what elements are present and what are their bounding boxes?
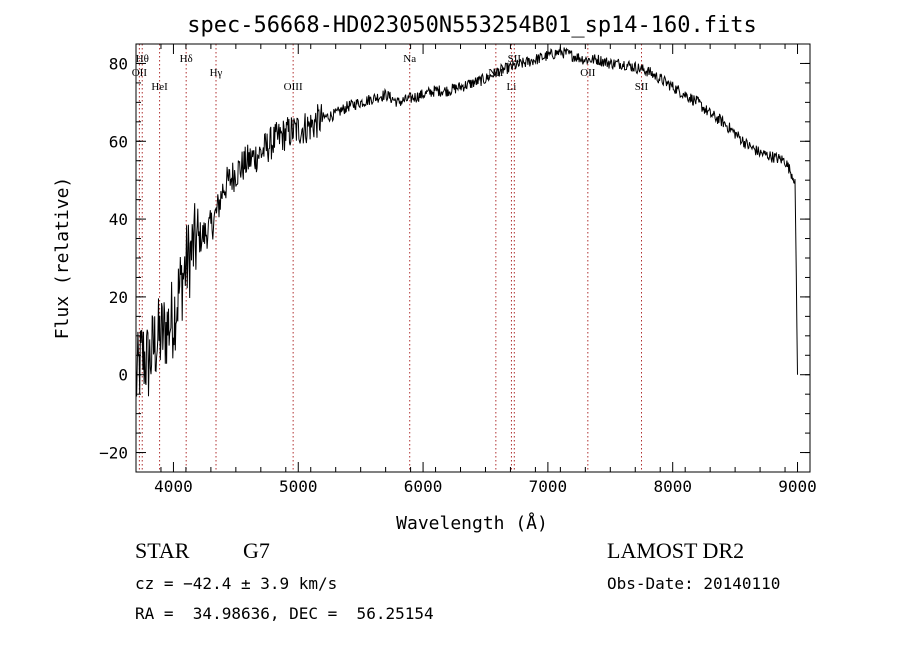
line-label: Na [403,53,416,65]
survey-name: LAMOST DR2 [607,538,745,563]
x-tick-label: 5000 [279,477,318,496]
object-class: STAR [135,538,190,563]
x-axis: 4000 5000 6000 7000 8000 9000 [135,44,817,496]
redshift-readout: cz = −42.4 ± 3.9 km/s [135,574,338,593]
y-tick-label: 40 [109,210,128,229]
y-axis: −20 0 20 40 60 80 [99,43,810,473]
line-label: OII [580,67,596,79]
line-label: OIII [284,81,303,93]
x-tick-label: 9000 [778,477,817,496]
y-tick-label: −20 [99,444,128,463]
coordinates: RA = 34.98636, DEC = 56.25154 [135,604,434,623]
line-label: OII [132,67,148,79]
plot-frame [135,43,811,473]
line-label: Hδ [180,53,193,65]
x-tick-label: 6000 [404,477,443,496]
y-axis-label: Flux (relative) [52,177,73,340]
y-tick-label: 80 [109,54,128,73]
line-label: SII [635,81,649,93]
x-tick-label: 7000 [529,477,568,496]
line-label: Li [507,81,517,93]
line-label: HeI [151,81,168,93]
chart-title: spec-56668-HD023050N553254B01_sp14-160.f… [187,13,757,38]
x-axis-label: Wavelength (Å) [396,512,548,534]
x-tick-label: 4000 [154,477,193,496]
object-subclass: G7 [243,538,270,563]
obs-date: Obs-Date: 20140110 [607,574,781,593]
spectrum-chart: spec-56668-HD023050N553254B01_sp14-160.f… [52,13,817,534]
x-tick-label: 8000 [653,477,692,496]
line-label: Hγ [210,67,223,79]
y-tick-label: 0 [118,366,128,385]
spectrum-line [135,46,798,397]
spectrum-series [135,46,798,397]
y-tick-label: 60 [109,132,128,151]
y-tick-label: 20 [109,288,128,307]
